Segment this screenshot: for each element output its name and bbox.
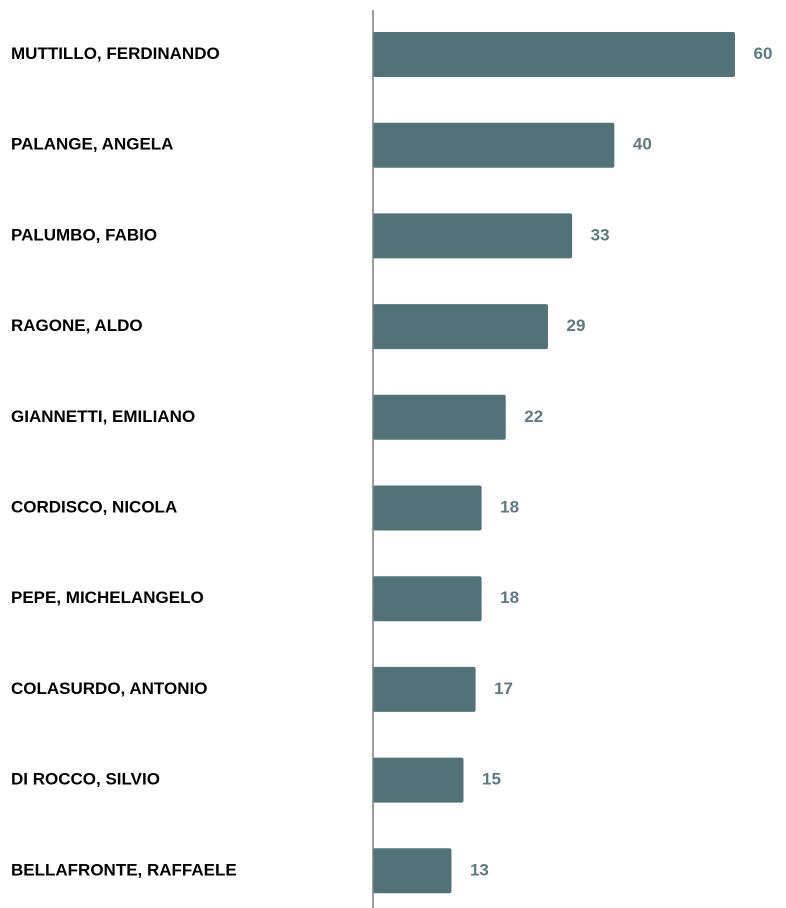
category-label: MUTTILLO, FERDINANDO [11,44,220,63]
category-label: PEPE, MICHELANGELO [11,588,204,607]
value-label: 17 [494,679,513,698]
value-label: 29 [567,316,586,335]
category-label: PALUMBO, FABIO [11,225,157,244]
bar [373,122,615,168]
category-label: COLASURDO, ANTONIO [11,679,207,698]
category-label: DI ROCCO, SILVIO [11,770,160,789]
category-label: BELLAFRONTE, RAFFAELE [11,860,237,879]
value-label: 22 [524,407,543,426]
value-label: 15 [482,770,501,789]
bar [373,213,573,259]
bar [373,576,482,622]
value-label: 60 [754,44,773,63]
bar [373,304,548,350]
value-label: 33 [591,225,610,244]
bar [373,394,506,440]
value-label: 13 [470,860,489,879]
bar [373,666,476,712]
category-label: GIANNETTI, EMILIANO [11,407,195,426]
value-label: 18 [500,588,519,607]
bar [373,485,482,531]
value-label: 18 [500,497,519,516]
category-label: PALANGE, ANGELA [11,135,173,154]
bars-group: MUTTILLO, FERDINANDO 60 PALANGE, ANGELA 40 P… [11,32,773,894]
category-label: CORDISCO, NICOLA [11,497,177,516]
bar [373,32,735,77]
category-label: RAGONE, ALDO [11,316,143,335]
bar [373,757,464,803]
value-label: 40 [633,135,652,154]
bar [373,848,452,894]
